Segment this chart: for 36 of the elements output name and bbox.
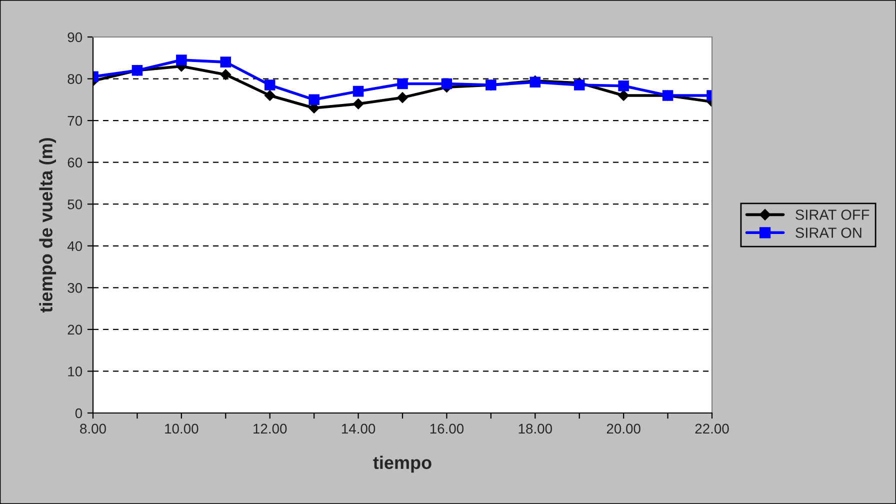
point xyxy=(176,54,187,66)
x-tick-label: 22.00 xyxy=(695,424,729,434)
y-tick-label: 20 xyxy=(68,324,82,335)
x-tick-label: 8.00 xyxy=(80,424,106,434)
x-tick-label: 10.00 xyxy=(165,424,198,434)
y-tick-label: 90 xyxy=(68,32,82,42)
point xyxy=(441,78,452,90)
y-tick-label: 30 xyxy=(68,283,82,293)
y-tick-label: 0 xyxy=(75,408,82,418)
point xyxy=(220,56,232,68)
point xyxy=(264,80,276,90)
x-tick-label: 14.00 xyxy=(342,424,376,434)
x-tick-label: 20.00 xyxy=(606,424,640,434)
point xyxy=(308,94,320,106)
y-tick-label: 50 xyxy=(68,199,82,210)
y-tick-label: 40 xyxy=(67,241,82,252)
point xyxy=(618,80,629,92)
point xyxy=(574,80,585,90)
point xyxy=(618,90,629,101)
point xyxy=(397,92,408,104)
point xyxy=(264,90,276,101)
y-tick-label: 60 xyxy=(68,158,82,168)
point xyxy=(220,69,232,80)
y-tick-label: 80 xyxy=(68,74,82,84)
y-axis-title: tiempo de vuelta (m) xyxy=(39,138,56,313)
point xyxy=(352,86,364,97)
y-tick-label: 10 xyxy=(68,366,82,376)
legend-label: SIRAT OFF xyxy=(796,210,870,220)
x-tick-label: 12.00 xyxy=(254,424,287,434)
y-tick-label: 70 xyxy=(68,116,82,126)
x-tick-label: 18.00 xyxy=(518,424,552,434)
point xyxy=(352,98,364,110)
x-tick-label: 16.00 xyxy=(430,424,464,434)
x-axis-title: tiempo xyxy=(373,456,432,473)
point xyxy=(397,78,408,90)
legend-label: SIRAT ON xyxy=(796,228,862,238)
